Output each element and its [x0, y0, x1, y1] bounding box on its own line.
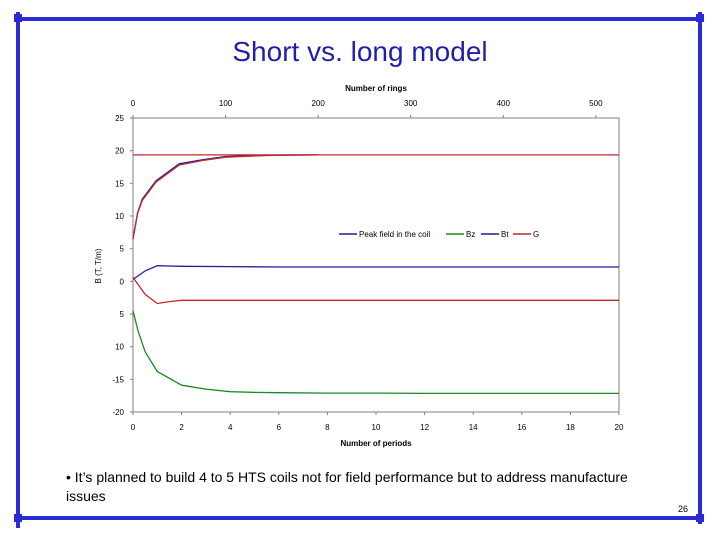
x-axis-title: Number of periods — [340, 439, 412, 448]
page-number: 26 — [677, 504, 688, 514]
y-tick-label: 5 — [120, 310, 125, 319]
x2-tick-label: 200 — [311, 99, 325, 108]
x2-tick-label: 100 — [219, 99, 233, 108]
x-tick-label: 20 — [615, 423, 624, 432]
series-group — [132, 154, 619, 395]
y-tick-label: 10 — [115, 343, 124, 352]
x2-tick-label: 400 — [497, 99, 511, 108]
x-tick-label: 18 — [566, 423, 575, 432]
y-tick-label: -15 — [112, 375, 124, 384]
x-tick-label: 6 — [277, 423, 282, 432]
x-tick-label: 10 — [372, 423, 381, 432]
x2-tick-label: 300 — [404, 99, 418, 108]
y-axis-title: B (T, T/m) — [94, 248, 103, 283]
y-tick-group: 25 20 15 10 5 0 5 10 -15 -20 — [112, 114, 133, 417]
y-tick-label: 20 — [115, 147, 124, 156]
legend-label: Peak field in the coil — [359, 230, 430, 239]
series-line-1 — [132, 310, 619, 395]
frame-corner-tl — [14, 14, 22, 22]
legend-label: G — [533, 230, 539, 239]
x-tick-label: 12 — [420, 423, 429, 432]
frame-corner-bl — [14, 514, 22, 522]
frame-corner-tr — [696, 14, 704, 22]
x-tick-group: 0 2 4 6 8 10 12 14 16 18 20 — [131, 412, 624, 432]
y-tick-label: 0 — [120, 277, 125, 286]
x-tick-label: 2 — [179, 423, 184, 432]
x-tick-label: 8 — [325, 423, 330, 432]
frame-left-bar — [16, 12, 20, 528]
frame-right-bar — [698, 12, 702, 524]
y-tick-label: 25 — [115, 114, 124, 123]
frame-bottom-bar — [16, 516, 702, 520]
y-tick-label: 15 — [115, 179, 124, 188]
series-line-4 — [132, 154, 319, 240]
x2-axis-title: Number of rings — [345, 84, 407, 93]
x2-tick-group: 0 100 200 300 400 500 — [131, 99, 603, 118]
x-tick-label: 0 — [131, 423, 136, 432]
x-tick-label: 14 — [469, 423, 478, 432]
frame-top-bar — [16, 17, 702, 21]
x2-tick-label: 0 — [131, 99, 136, 108]
legend: Peak field in the coil Bz Bt G — [339, 230, 539, 239]
legend-label: Bz — [466, 230, 475, 239]
y-tick-label: -20 — [112, 408, 124, 417]
x-tick-label: 16 — [517, 423, 526, 432]
series-line-2 — [132, 265, 619, 280]
series-line-3 — [132, 277, 619, 305]
slide-title: Short vs. long model — [232, 36, 488, 67]
x2-tick-label: 500 — [589, 99, 603, 108]
frame-corner-br — [696, 514, 704, 522]
y-tick-label: 10 — [115, 212, 124, 221]
legend-label: Bt — [501, 230, 509, 239]
bullet-text: • It’s planned to build 4 to 5 HTS coils… — [66, 469, 628, 504]
y-tick-label: 5 — [120, 245, 125, 254]
plot-area — [132, 117, 620, 413]
x-tick-label: 4 — [228, 423, 233, 432]
